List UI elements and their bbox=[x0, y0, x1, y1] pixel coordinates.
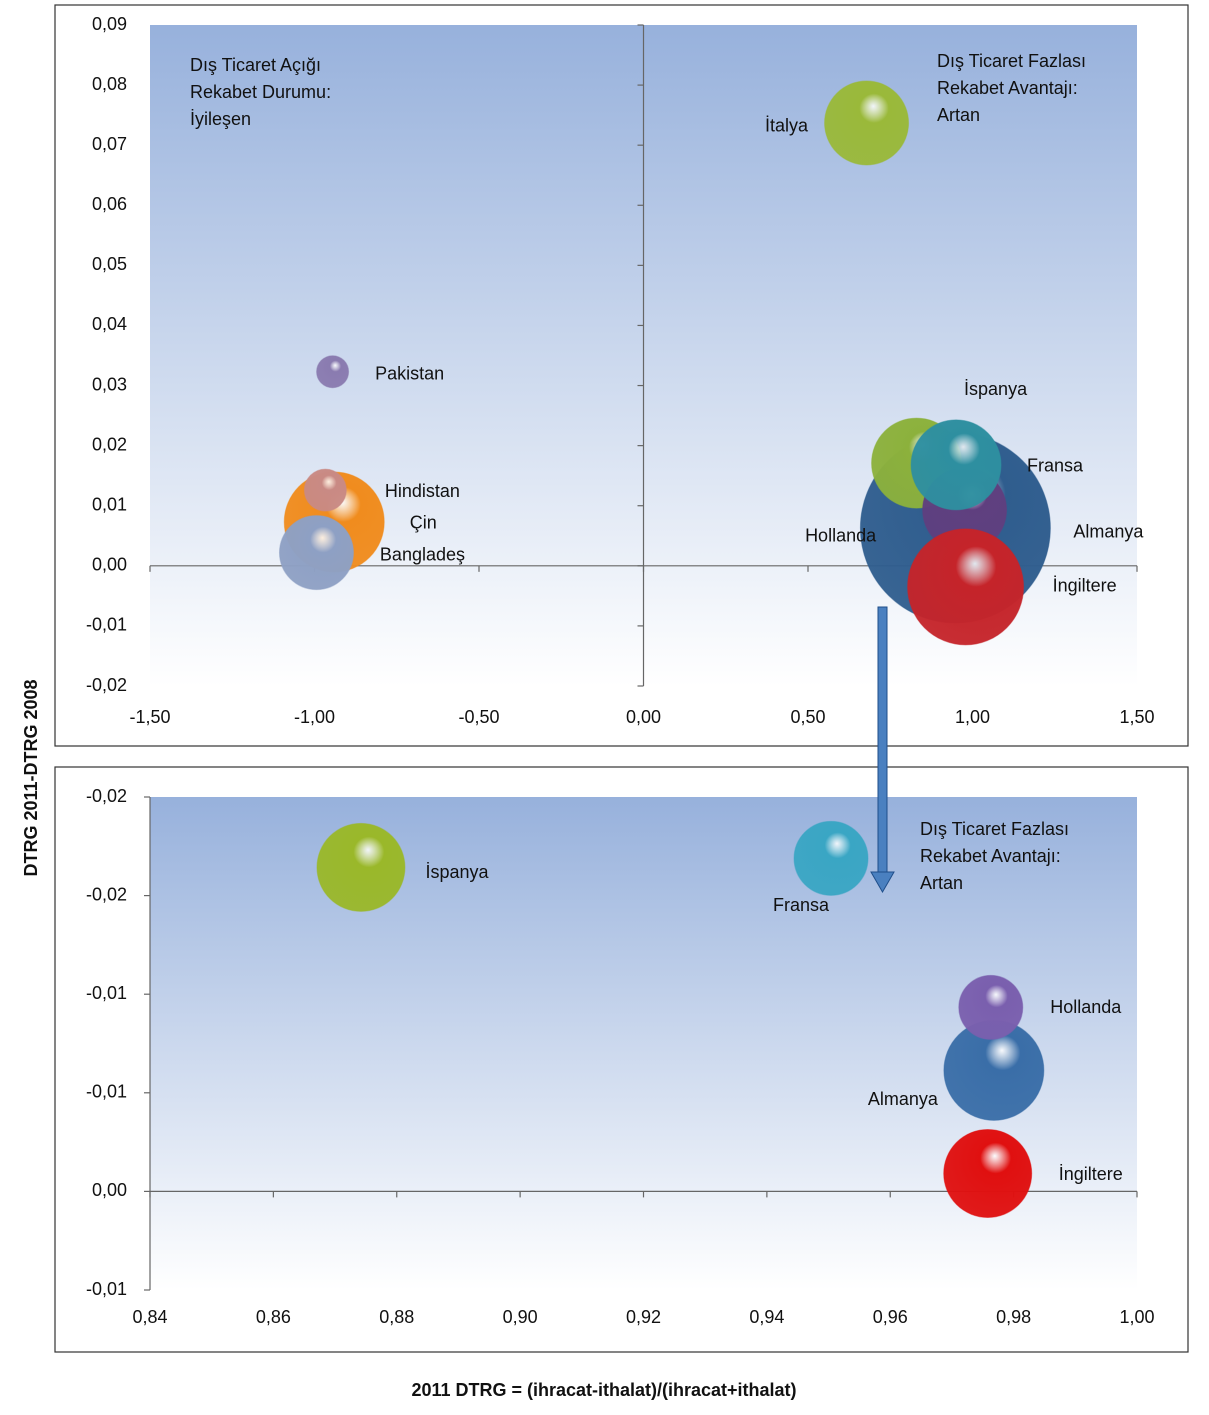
bubble bbox=[278, 515, 354, 591]
x-tick-label: 0,00 bbox=[626, 707, 661, 727]
y-tick-label: 0,04 bbox=[92, 314, 127, 334]
x-tick-label: 0,96 bbox=[873, 1307, 908, 1327]
point-label: Hindistan bbox=[385, 481, 460, 501]
point-label: İngiltere bbox=[1053, 576, 1117, 596]
y-tick-label: -0,01 bbox=[86, 983, 127, 1003]
annotation: Dış Ticaret Açığı Rekabet Durumu: İyileşen bbox=[190, 55, 331, 129]
y-tick-label: 0,02 bbox=[92, 434, 127, 454]
plots: -1,50 -1,00 -0,50 0,00 0,50 1,00 1,50 -0,02 -0,0… bbox=[86, 14, 1155, 1327]
y-tick-label: 0,07 bbox=[92, 134, 127, 154]
plot: 0,84 0,86 0,88 0,90 0,92 0,94 0,96 0,98 1,00 -0,0… bbox=[86, 786, 1155, 1327]
x-tick-label: 0,90 bbox=[503, 1307, 538, 1327]
x-tick-label: 1,00 bbox=[955, 707, 990, 727]
point-label: Hollanda bbox=[805, 526, 877, 546]
x-tick-label: -0,50 bbox=[458, 707, 499, 727]
frame bbox=[54, 4, 1189, 747]
y-tick-label: -0,01 bbox=[86, 1082, 127, 1102]
point-label: İspanya bbox=[425, 862, 489, 882]
annotation-line: Artan bbox=[920, 873, 963, 893]
y-tick-label: 0,08 bbox=[92, 74, 127, 94]
y-tick-label: -0,01 bbox=[86, 615, 127, 635]
y-tick-label: 0,06 bbox=[92, 194, 127, 214]
x-tick-label: 0,92 bbox=[626, 1307, 661, 1327]
bubble bbox=[303, 468, 347, 512]
frame bbox=[54, 766, 1189, 1353]
point-label: Fransa bbox=[1027, 456, 1084, 476]
x-tick-label: 0,88 bbox=[379, 1307, 414, 1327]
y-tick-label: 0,03 bbox=[92, 374, 127, 394]
bubble bbox=[824, 80, 910, 166]
arrow bbox=[870, 606, 895, 894]
x-tick-label: 0,86 bbox=[256, 1307, 291, 1327]
y-tick-label: -0,02 bbox=[86, 675, 127, 695]
plot: -1,50 -1,00 -0,50 0,00 0,50 1,00 1,50 -0,02 -0,0… bbox=[86, 14, 1155, 727]
annotation: Dış Ticaret Fazlası Rekabet Avantajı: Arta… bbox=[937, 51, 1086, 125]
point-label: Bangladeş bbox=[380, 544, 465, 564]
x-axis-title: 2011 DTRG = (ihracat-ithalat)/(ihracat+i… bbox=[411, 1380, 796, 1400]
annotation-line: İyileşen bbox=[190, 109, 251, 129]
x-tick-label: -1,00 bbox=[294, 707, 335, 727]
annotation-line: Rekabet Avantajı: bbox=[920, 846, 1061, 866]
annotation-line: Dış Ticaret Fazlası bbox=[920, 819, 1069, 839]
annotation-line: Rekabet Avantajı: bbox=[937, 78, 1078, 98]
annotation-line: Artan bbox=[937, 105, 980, 125]
bubble bbox=[958, 974, 1024, 1040]
bubble bbox=[943, 1128, 1033, 1218]
y-tick-label: -0,01 bbox=[86, 1279, 127, 1299]
point-label: Fransa bbox=[773, 895, 830, 915]
bubble bbox=[910, 419, 1002, 511]
point-label: İtalya bbox=[765, 116, 809, 136]
annotation-line: Dış Ticaret Fazlası bbox=[937, 51, 1086, 71]
y-tick-label: 0,01 bbox=[92, 494, 127, 514]
bubble bbox=[316, 355, 350, 389]
x-tick-label: 0,84 bbox=[132, 1307, 167, 1327]
y-tick-label: 0,09 bbox=[92, 14, 127, 34]
annotation-line: Rekabet Durumu: bbox=[190, 82, 331, 102]
point-label: İngiltere bbox=[1059, 1164, 1123, 1184]
y-tick-label: -0,02 bbox=[86, 786, 127, 806]
annotation: Dış Ticaret Fazlası Rekabet Avantajı: Arta… bbox=[920, 819, 1069, 893]
x-tick-label: 1,00 bbox=[1119, 1307, 1154, 1327]
point-label: Pakistan bbox=[375, 363, 444, 383]
point-label: Almanya bbox=[1073, 522, 1144, 542]
y-tick-label: 0,00 bbox=[92, 555, 127, 575]
y-tick-label: 0,00 bbox=[92, 1180, 127, 1200]
point-label: Almanya bbox=[868, 1089, 939, 1109]
x-tick-label: 1,50 bbox=[1119, 707, 1154, 727]
bubble bbox=[793, 820, 869, 896]
bubble bbox=[907, 528, 1025, 646]
point-label: İspanya bbox=[964, 379, 1028, 399]
y-tick-label: 0,05 bbox=[92, 254, 127, 274]
x-tick-label: -1,50 bbox=[129, 707, 170, 727]
x-tick-label: 0,50 bbox=[790, 707, 825, 727]
y-axis-title: DTRG 2011-DTRG 2008 bbox=[21, 679, 41, 876]
x-tick-label: 0,94 bbox=[749, 1307, 784, 1327]
annotation-line: Dış Ticaret Açığı bbox=[190, 55, 321, 75]
point-label: Çin bbox=[410, 513, 437, 533]
bubble bbox=[316, 822, 406, 912]
y-tick-label: -0,02 bbox=[86, 884, 127, 904]
x-tick-label: 0,98 bbox=[996, 1307, 1031, 1327]
point-label: Hollanda bbox=[1050, 997, 1122, 1017]
